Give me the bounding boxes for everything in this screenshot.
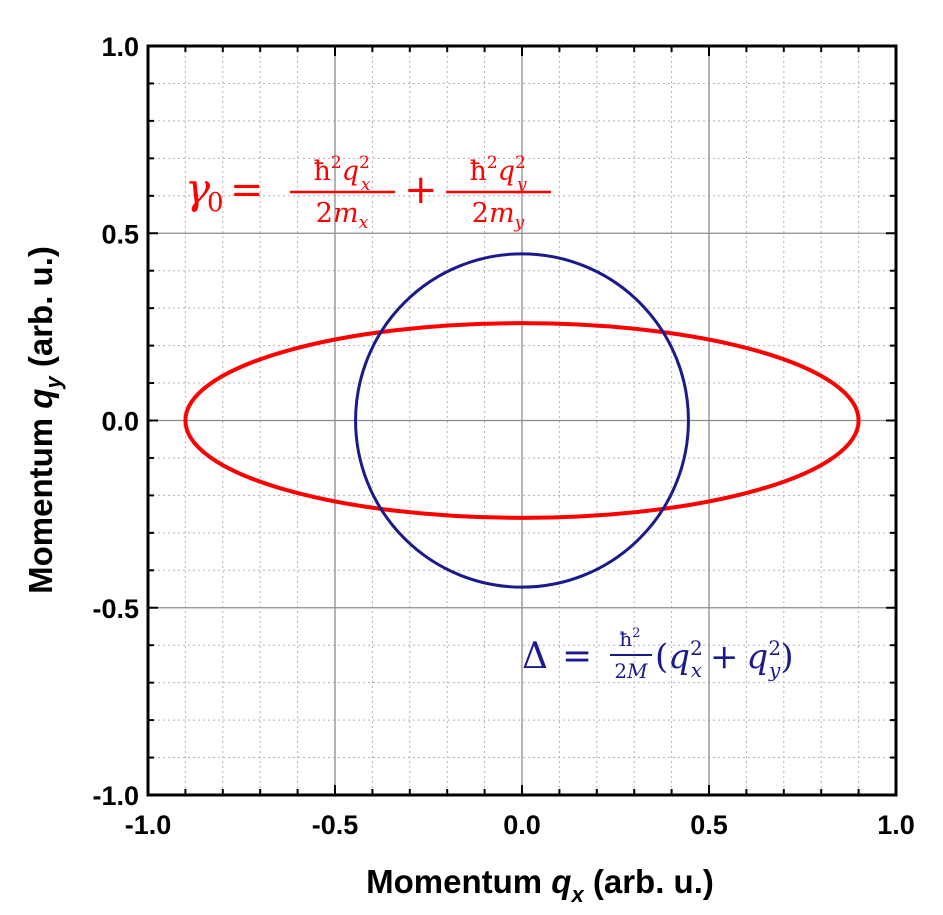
gamma-equation: γ 0 = ħ2q2 x 2mx + ħ2q2 y 2my — [185, 153, 551, 233]
y-tick-label: 0.0 — [101, 407, 139, 437]
svg-text:γ: γ — [185, 164, 211, 213]
svg-text:=: = — [230, 167, 264, 213]
x-tick-label: -1.0 — [125, 810, 172, 840]
svg-text:ħ2: ħ2 — [619, 626, 640, 651]
svg-text:2M: 2M — [614, 659, 648, 683]
y-axis-label: Momentum qy (arb. u.) — [22, 246, 66, 594]
delta-equation: Δ = ħ2 2M (q2 x + q2 y) — [522, 626, 794, 683]
delta-circle-series — [354, 252, 690, 589]
y-tick-label: 0.5 — [101, 219, 139, 249]
tick-labels: -1.0 -0.5 0.0 0.5 1.0 -1.0 -0.5 0.0 0.5 1.0 — [92, 32, 914, 840]
svg-text:(q2x+q2y): (q2 x + q2 y) — [655, 636, 794, 682]
svg-text:0: 0 — [207, 188, 224, 218]
svg-text:Δ: Δ — [522, 636, 548, 677]
tick-marks — [147, 45, 897, 796]
x-tick-label: -0.5 — [312, 810, 359, 840]
svg-text:=: = — [562, 636, 592, 677]
series-layer — [183, 252, 861, 589]
major-grid — [148, 46, 896, 795]
svg-text:2my: 2my — [472, 198, 525, 233]
svg-text:2mx: 2mx — [316, 198, 369, 233]
x-tick-label: 0.5 — [690, 810, 728, 840]
x-tick-label: 0.0 — [503, 810, 541, 840]
y-tick-label: -0.5 — [92, 594, 139, 624]
y-tick-label: 1.0 — [101, 32, 139, 62]
x-tick-label: 1.0 — [877, 810, 915, 840]
svg-text:+: + — [404, 167, 438, 213]
y-tick-label: -1.0 — [92, 781, 139, 811]
x-axis-label: Momentum qx (arb. u.) — [366, 863, 714, 907]
gamma-ellipse-series — [183, 321, 861, 520]
